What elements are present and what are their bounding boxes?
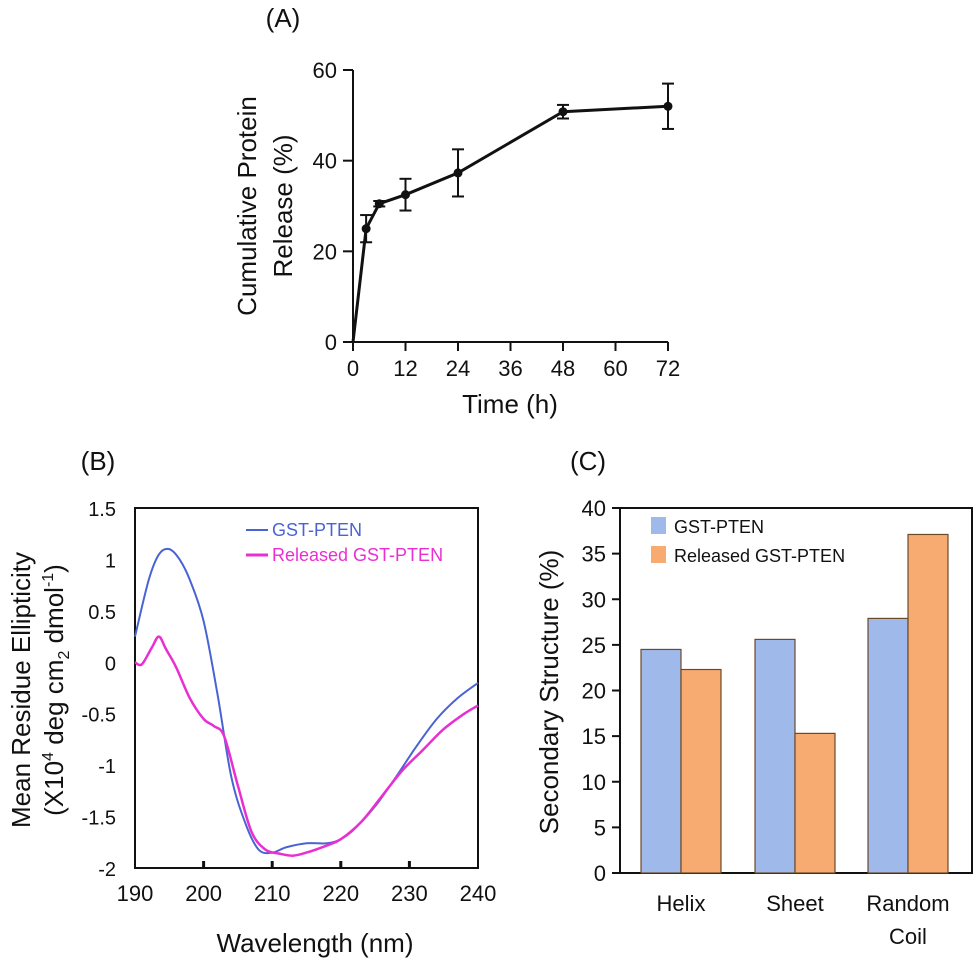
- legend-label-gst-pten: GST-PTEN: [272, 520, 362, 540]
- legend-swatch-bar-gst-pten: [651, 517, 666, 534]
- panel-a-x-ticks: 0 12 24 36 48 60 72: [347, 342, 680, 381]
- y2-post: ): [39, 564, 69, 573]
- panel-c: (C) 0 5 10 15 20 25 30 35 40 Helix Sheet Random Coi…: [534, 446, 973, 949]
- y2-sub: 2: [56, 651, 73, 660]
- a-xtick-label-0: 0: [347, 356, 359, 381]
- b-ytick-label-5: 0.5: [88, 602, 116, 624]
- b-ytick-label-3: -0.5: [82, 705, 116, 727]
- legend-label-bar-released: Released GST-PTEN: [674, 546, 845, 566]
- panel-b-x-ticks: 190 200 210 220 230 240: [117, 861, 497, 906]
- panel-c-y-ticks: 0 5 10 15 20 25 30 35 40: [582, 496, 620, 886]
- panel-b-legend: GST-PTEN Released GST-PTEN: [246, 520, 443, 565]
- b-xtick-label-1: 200: [185, 881, 222, 906]
- panel-b-series: [134, 547, 479, 857]
- panel-b-y-title-line1: Mean Residue Ellipticity: [6, 552, 36, 828]
- y2-pre: (X10: [39, 761, 69, 816]
- c-ytick-label-2: 10: [582, 770, 606, 795]
- a-point-3: [401, 190, 410, 200]
- c-ytick-label-5: 25: [582, 633, 606, 658]
- a-xtick-label-6: 72: [656, 356, 680, 381]
- panel-b: (B) -2 -1.5 -1 -0.5 0 0.5 1 1.5 190 200 210 220 230…: [6, 446, 496, 958]
- a-point-6: [663, 101, 673, 111]
- panel-b-y-title-line2: (X104 deg cm2 dmol-1): [39, 564, 73, 816]
- c-xtick-label-2-1: Coil: [889, 924, 927, 949]
- c-bar-1-2: [907, 533, 949, 874]
- a-ytick-label-2: 40: [313, 149, 337, 174]
- b-ytick-label-0: -2: [98, 859, 116, 881]
- c-bar-0-1: [754, 638, 796, 874]
- panel-b-x-title: Wavelength (nm): [217, 928, 414, 958]
- c-bar-1-1: [794, 732, 836, 874]
- b-xtick-label-0: 190: [117, 881, 154, 906]
- c-ytick-label-3: 15: [582, 724, 606, 749]
- b-ytick-label-1: -1.5: [82, 808, 116, 830]
- panel-a-label: (A): [266, 3, 301, 33]
- a-ytick-label-1: 20: [313, 239, 337, 264]
- legend-swatch-bar-released: [651, 546, 666, 563]
- a-point-4: [453, 168, 463, 178]
- a-point-1: [361, 224, 371, 234]
- b-series-line-1: [134, 635, 479, 857]
- b-ytick-label-6: 1: [105, 550, 116, 572]
- a-series-line: [351, 104, 669, 343]
- legend-label-released-gst-pten: Released GST-PTEN: [272, 545, 443, 565]
- panel-c-label: (C): [570, 446, 606, 476]
- c-bar-0-2: [867, 617, 909, 874]
- a-xtick-label-1: 12: [393, 356, 417, 381]
- y2-sup2: -1: [40, 573, 57, 587]
- b-xtick-label-3: 220: [322, 881, 359, 906]
- b-ytick-label-2: -1: [98, 756, 116, 778]
- b-series-line-0: [134, 547, 479, 855]
- b-xtick-label-5: 240: [460, 881, 497, 906]
- c-ytick-label-8: 40: [582, 496, 606, 521]
- b-xtick-label-4: 230: [391, 881, 428, 906]
- c-ytick-label-4: 20: [582, 679, 606, 704]
- c-ytick-label-7: 35: [582, 542, 606, 567]
- legend-label-bar-gst-pten: GST-PTEN: [674, 517, 764, 537]
- panel-a-y-title-line2: Release (%): [268, 134, 298, 277]
- b-xtick-label-2: 210: [254, 881, 291, 906]
- panel-b-y-title: Mean Residue Ellipticity (X104 deg cm2 d…: [6, 552, 73, 828]
- a-xtick-label-2: 24: [446, 356, 470, 381]
- a-point-2: [374, 199, 384, 209]
- y2-mid1: deg cm: [39, 660, 69, 753]
- panel-c-y-title: Secondary Structure (%): [534, 550, 564, 835]
- a-point-5: [558, 107, 568, 117]
- b-ytick-label-7: 1.5: [88, 499, 116, 521]
- panel-a-x-title: Time (h): [462, 389, 558, 419]
- panel-a-y-title: Cumulative Protein Release (%): [232, 96, 298, 316]
- c-ytick-label-6: 30: [582, 587, 606, 612]
- panel-b-y-ticks: -2 -1.5 -1 -0.5 0 0.5 1 1.5: [82, 499, 116, 881]
- c-xtick-label-2-0: Random: [866, 891, 949, 916]
- y2-sup1: 4: [40, 752, 57, 761]
- panel-b-label: (B): [81, 446, 116, 476]
- panel-a-axes: [352, 70, 668, 343]
- panel-a-series: [351, 82, 674, 343]
- c-xtick-label-1-0: Sheet: [766, 891, 824, 916]
- c-ytick-label-0: 0: [594, 861, 606, 886]
- panel-c-x-ticks: Helix Sheet Random Coil: [657, 891, 950, 949]
- panel-c-legend: GST-PTEN Released GST-PTEN: [651, 517, 845, 566]
- a-xtick-label-3: 36: [498, 356, 522, 381]
- a-ytick-label-0: 0: [325, 330, 337, 355]
- panel-c-bars: [640, 533, 949, 874]
- a-xtick-label-5: 60: [603, 356, 627, 381]
- b-ytick-label-4: 0: [105, 653, 116, 675]
- panel-b-plot-frame: [134, 507, 479, 869]
- y2-mid2: dmol: [39, 587, 69, 651]
- panel-a: (A) 0 20 40 60 0 12 24 36 48 60 72 Time (h) Cumul…: [232, 3, 680, 419]
- a-xtick-label-4: 48: [551, 356, 575, 381]
- c-bar-0-0: [640, 648, 682, 874]
- a-ytick-label-3: 60: [313, 58, 337, 83]
- c-ytick-label-1: 5: [594, 815, 606, 840]
- panel-a-y-ticks: 0 20 40 60: [313, 58, 353, 355]
- panel-a-y-title-line1: Cumulative Protein: [232, 96, 262, 316]
- c-bar-1-0: [680, 668, 722, 874]
- c-xtick-label-0-0: Helix: [657, 891, 706, 916]
